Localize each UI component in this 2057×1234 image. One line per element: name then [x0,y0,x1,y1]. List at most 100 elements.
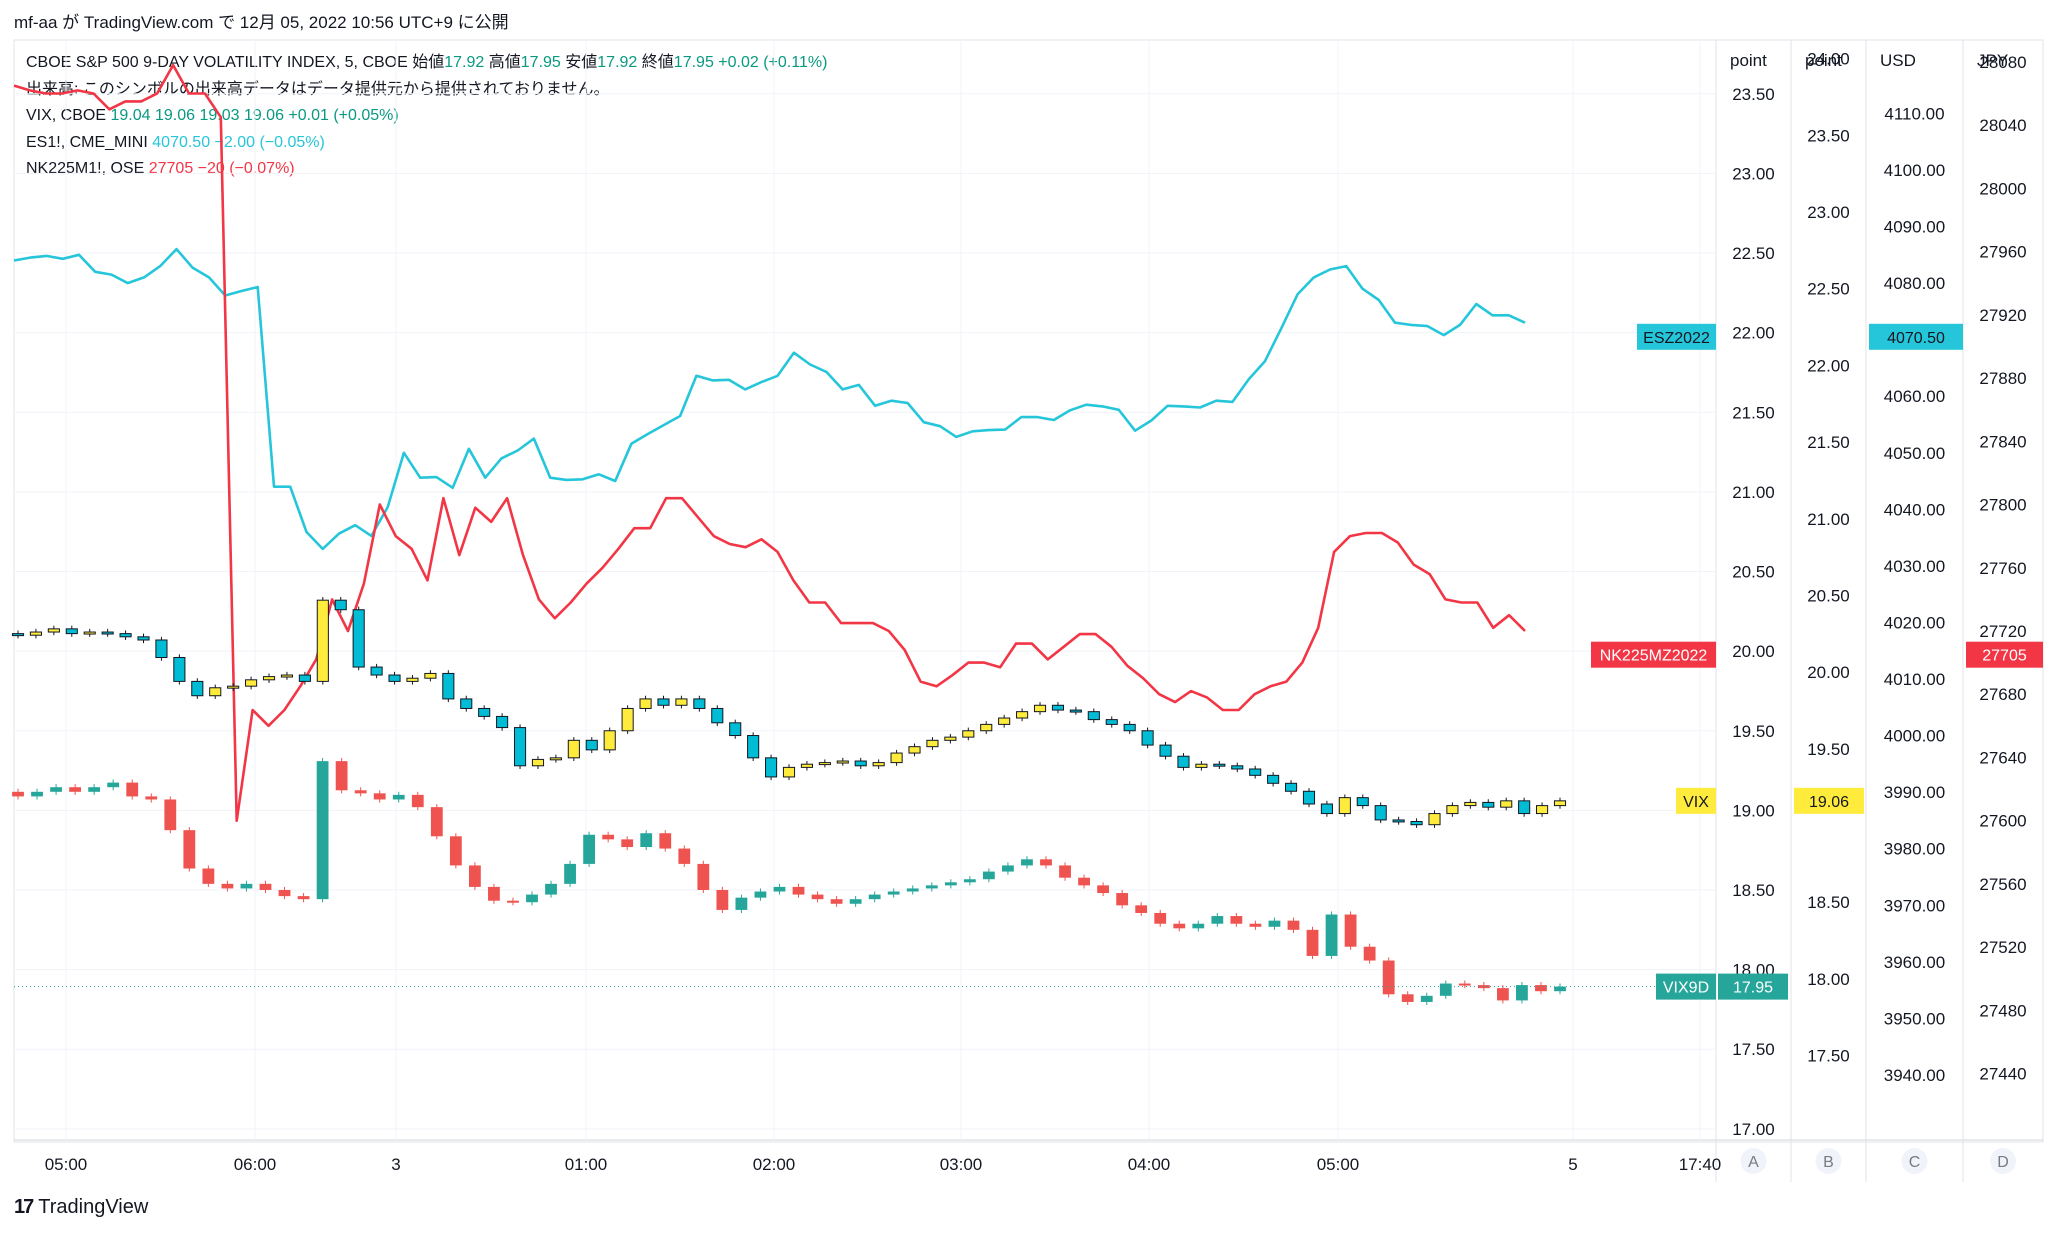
axis-C-tick: 3950.00 [1884,1009,1945,1028]
candle-body [1159,744,1172,757]
candle-body [854,760,867,767]
candle-body [370,666,383,676]
candle-vix [1141,727,1154,749]
candle-vix9d [564,860,576,887]
candle-body [811,894,824,900]
axis-B-tick: 21.00 [1807,510,1850,529]
time-tick: 06:00 [234,1155,277,1174]
candle-body [488,886,500,901]
candle-vix9d [145,793,158,803]
nk-price-badge-bg [1966,641,2043,668]
es-series-label: ESZ2022 [1643,330,1710,347]
axis-B-tick: 20.00 [1807,663,1850,682]
candle-body [1363,946,1376,961]
candle-vix9d [1040,856,1052,869]
candle-vix [890,749,903,766]
candle-body [1116,893,1129,906]
axis-C-tick: 3940.00 [1884,1066,1945,1085]
candle-body [1464,801,1477,807]
candle-vix9d [773,883,786,895]
candle-vix9d [202,865,215,887]
candle-body [1078,877,1090,886]
candle-vix9d [1192,920,1205,932]
candle-body [449,836,462,866]
axis-D-tick: 27600 [1979,812,2026,831]
candle-body [567,739,580,759]
candle-body [765,757,778,778]
candle-vix9d [963,876,976,886]
candle-body [697,863,710,890]
candle-body [280,674,294,678]
candle-vix [926,737,939,750]
candle-vix [872,759,885,769]
candle-body [1154,912,1167,924]
vix9d-series-label-bg [1656,973,1716,1000]
candle-vix [1284,780,1298,795]
candle-vix9d [1154,909,1167,927]
axis-C-tick: 4110.00 [1884,104,1944,123]
axis-B-tick: 24.00 [1807,50,1850,69]
candle-vix [316,597,329,685]
candle-body [925,885,938,889]
candle-body [980,723,993,732]
tradingview-footer[interactable]: 17 TradingView [14,1196,148,1219]
candle-vix9d [754,888,767,901]
publish-header: mf-aa が TradingView.com で 12月 05, 2022 1… [14,13,509,32]
candle-body [1287,920,1300,930]
candle-vix [1392,816,1405,825]
candle-body [388,674,401,682]
candle-body [173,657,186,682]
candle-vix9d [183,827,196,872]
candle-body [424,672,437,679]
candle-body [603,730,616,751]
candle-vix [782,764,796,781]
candle-body [1500,800,1513,808]
candle-body [513,727,527,767]
candle-vix [800,761,813,771]
candle-vix [675,695,688,709]
es-price-badge: 4070.50 [1887,330,1945,347]
candle-body [602,834,615,840]
candle-vix [621,705,634,734]
candle-vix [1374,802,1387,824]
candle-vix [65,625,78,637]
candle-vix9d [335,758,348,794]
candle-body [1306,929,1319,956]
candle-vix [729,719,742,739]
candle-body [240,883,253,889]
grid [13,39,2044,1182]
candle-body [262,676,276,681]
candle-body [101,631,114,635]
candle-body [1344,914,1357,947]
candle-body [352,609,365,668]
candle-body [836,760,849,764]
candle-vix [639,695,652,712]
candle-body [69,787,82,792]
candle-body [1439,983,1452,996]
axis-D-tick: 27800 [1979,496,2026,515]
candle-vix [245,676,258,690]
candle-body [1482,801,1495,808]
candle-body [137,636,150,641]
candle-body [1051,704,1065,711]
candle-body [659,833,672,849]
candle-vix [227,682,240,691]
es-price-badge-bg [1869,323,1963,350]
candle-vix [818,759,831,768]
candle-vix9d [126,779,139,800]
candle-vix9d [1439,980,1452,999]
candle-body [998,717,1011,725]
axis-B-tick: 23.00 [1807,203,1850,222]
candle-body [754,891,767,898]
candle-body [88,787,101,792]
candle-body [298,674,311,682]
axis-B-tick: 20.50 [1807,586,1850,605]
candle-body [278,889,291,897]
axis-D-tick: 27560 [1979,875,2026,894]
candle-vix9d [545,880,557,898]
candle-body [711,707,724,724]
axis-A-tick: 19.50 [1732,722,1775,741]
axis-C-tick: 4060.00 [1884,387,1945,406]
candle-vix [657,695,670,709]
